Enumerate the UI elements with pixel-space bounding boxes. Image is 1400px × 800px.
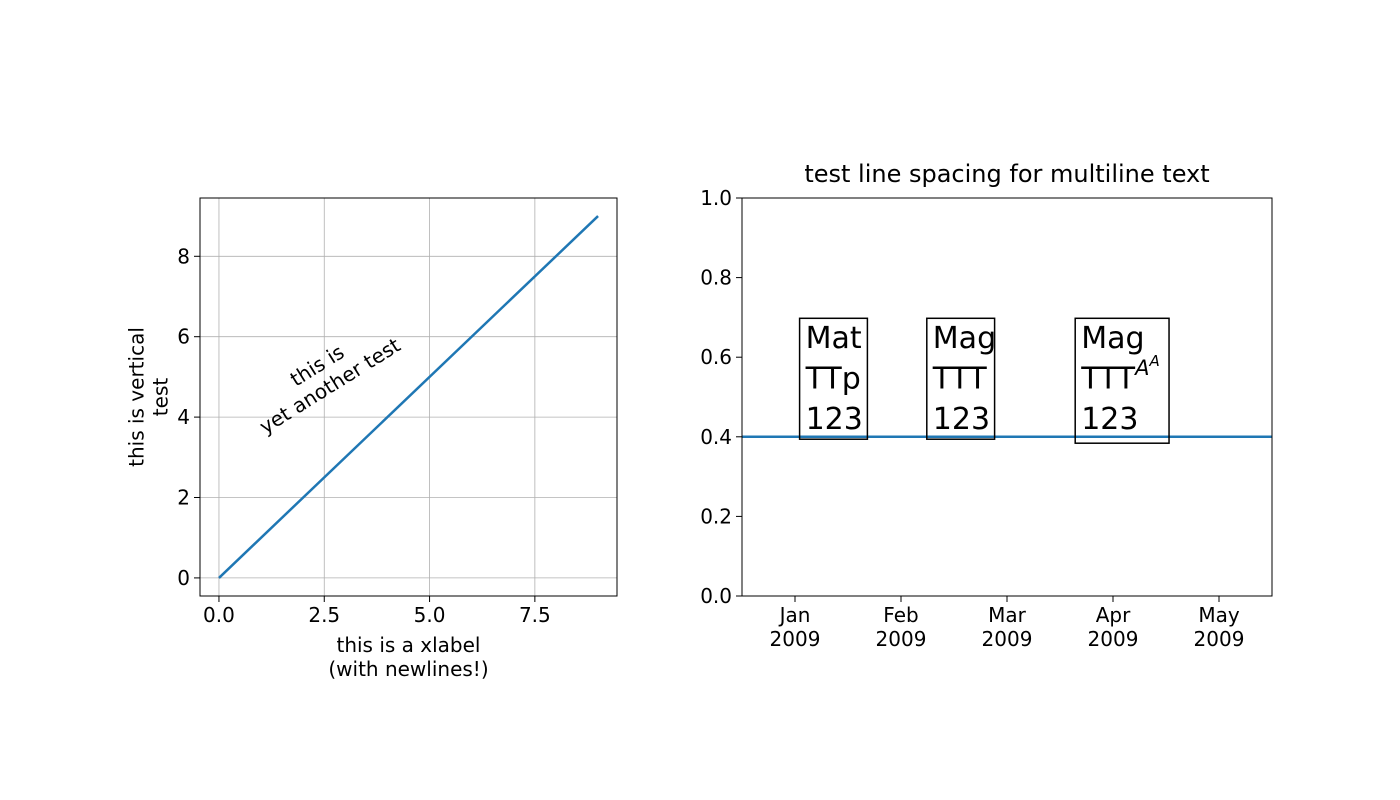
text-line: 123 (933, 402, 990, 437)
text-line: 123 (806, 402, 863, 437)
ytick-label: 1.0 (700, 186, 732, 210)
left-chart: 0.0 2.5 5.0 7.5 0 2 4 6 8 this is a xlabel(with n… (125, 198, 618, 681)
data-line (219, 216, 598, 578)
ytick-label: 4 (177, 405, 190, 429)
text-line: Mag (1081, 321, 1144, 356)
superscript: A (1133, 356, 1149, 380)
text-line: TTp (805, 361, 861, 396)
xtick-label-month: Jan (778, 603, 811, 627)
ytick-label: 8 (177, 244, 190, 268)
ylabel: this is verticaltest (125, 327, 173, 467)
xtick-label: 0.0 (203, 603, 235, 627)
annotation: this isyet another test (242, 312, 404, 438)
ylabel-line: this is vertical (125, 327, 149, 467)
text-line: Mag (933, 321, 996, 356)
xtick-label: 5.0 (414, 603, 446, 627)
xtick-label-month: Mar (988, 603, 1027, 627)
xtick-label-year: 2009 (876, 627, 927, 651)
xtick-label: 7.5 (519, 603, 551, 627)
xtick-label-month: Apr (1096, 603, 1131, 627)
ytick-label: 2 (177, 486, 190, 510)
text-line: Mat (806, 321, 862, 356)
ylabel-line: test (149, 378, 173, 417)
xtick-label: 2.5 (308, 603, 340, 627)
chart-title: test line spacing for multiline text (804, 160, 1209, 188)
xtick-label-month: May (1198, 603, 1240, 627)
text-line: TTT (932, 361, 988, 396)
xtick-label-year: 2009 (770, 627, 821, 651)
ytick-label: 0.6 (700, 345, 732, 369)
xlabel-line: (with newlines!) (328, 657, 488, 681)
figure: 0.0 2.5 5.0 7.5 0 2 4 6 8 this is a xlabel(with n… (0, 0, 1400, 800)
ytick-label: 6 (177, 325, 190, 349)
ytick-label: 0.8 (700, 266, 732, 290)
superscript: A (1148, 352, 1159, 370)
plot-frame (742, 198, 1272, 596)
xtick-label-year: 2009 (1194, 627, 1245, 651)
xtick-label-year: 2009 (982, 627, 1033, 651)
text-line: TTTAA (1080, 352, 1160, 397)
ytick-label: 0.4 (700, 425, 732, 449)
ytick-label: 0.2 (700, 504, 732, 528)
ytick-label: 0.0 (700, 584, 732, 608)
xlabel-line: this is a xlabel (336, 633, 480, 657)
ytick-label: 0 (177, 566, 190, 590)
text-line: 123 (1081, 402, 1138, 437)
xtick-label-month: Feb (883, 603, 918, 627)
xtick-label-year: 2009 (1088, 627, 1139, 651)
right-chart: test line spacing for multiline text 0.0 0… (700, 160, 1272, 651)
